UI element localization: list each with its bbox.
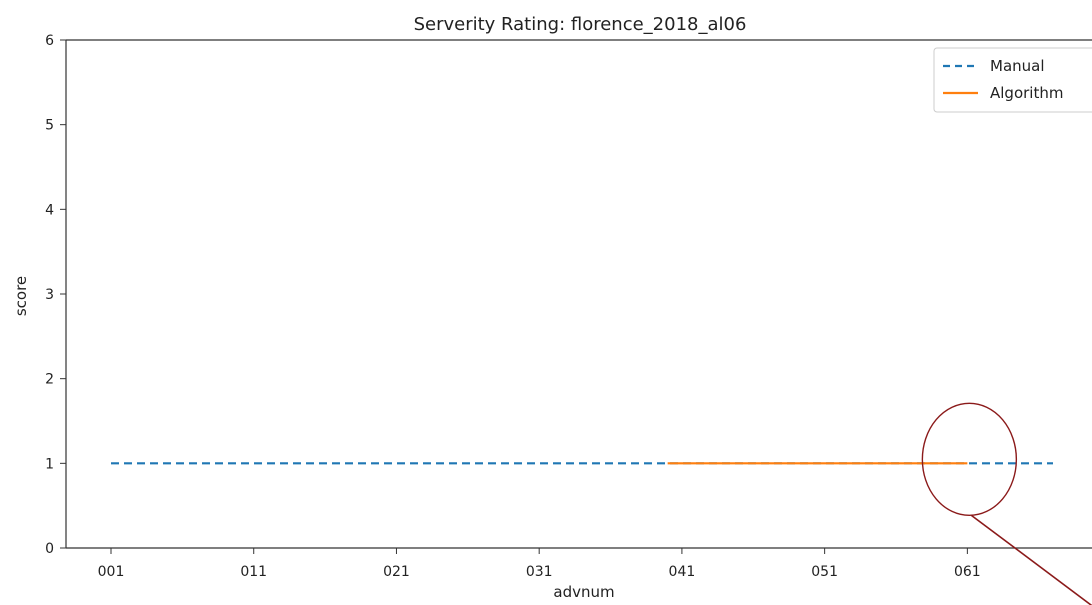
x-tick-label: 001 xyxy=(98,564,125,580)
x-tick-label: 021 xyxy=(383,564,410,580)
x-tick-label: 031 xyxy=(526,564,553,580)
y-axis-label: score xyxy=(12,276,30,316)
y-tick-label: 2 xyxy=(45,372,54,388)
y-tick-label: 0 xyxy=(45,541,54,557)
annotation-pointer-line xyxy=(970,514,1092,605)
y-tick-label: 3 xyxy=(45,287,54,303)
legend-label-manual: Manual xyxy=(990,57,1045,75)
chart-title: Serverity Rating: florence_2018_al06 xyxy=(414,14,747,35)
x-axis-ticks: 001 011 021 031 041 051 061 xyxy=(98,548,981,580)
annotation-circle xyxy=(921,402,1018,517)
x-tick-label: 061 xyxy=(954,564,981,580)
x-tick-label: 051 xyxy=(811,564,838,580)
legend: Manual Algorithm xyxy=(933,47,1092,113)
y-tick-label: 1 xyxy=(45,456,54,472)
legend-label-algorithm: Algorithm xyxy=(990,84,1063,102)
legend-box xyxy=(933,47,1092,113)
x-tick-label: 041 xyxy=(669,564,696,580)
y-tick-label: 5 xyxy=(45,118,54,134)
x-tick-label: 011 xyxy=(240,564,267,580)
x-axis-label: advnum xyxy=(553,583,614,601)
y-tick-label: 6 xyxy=(45,33,54,49)
annotation xyxy=(921,402,1092,605)
y-axis-ticks: 0 1 2 3 4 5 6 xyxy=(45,33,66,557)
y-tick-label: 4 xyxy=(45,202,54,218)
